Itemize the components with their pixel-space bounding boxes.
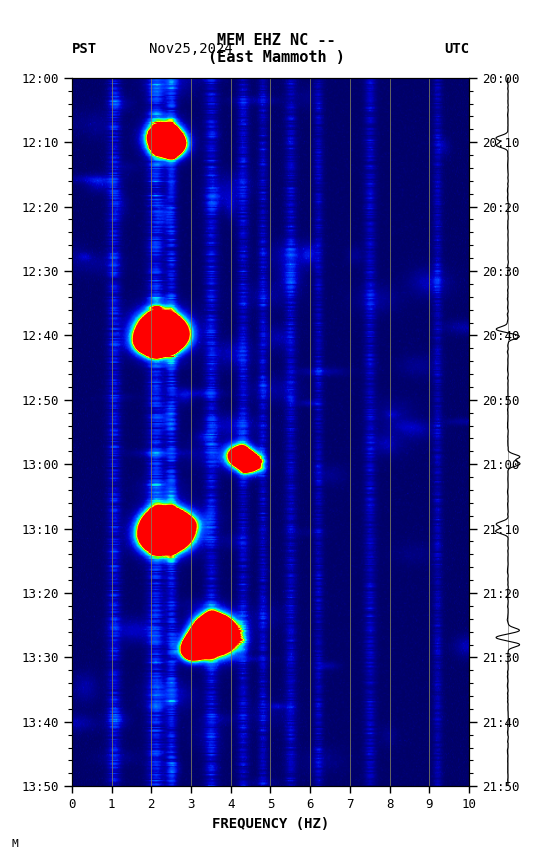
Text: MEM EHZ NC --: MEM EHZ NC -- xyxy=(217,33,335,48)
X-axis label: FREQUENCY (HZ): FREQUENCY (HZ) xyxy=(212,816,329,830)
Text: UTC: UTC xyxy=(444,42,469,56)
Text: PST: PST xyxy=(72,42,97,56)
Text: M: M xyxy=(11,839,18,848)
Text: Nov25,2024: Nov25,2024 xyxy=(149,42,233,56)
Text: (East Mammoth ): (East Mammoth ) xyxy=(208,50,344,65)
